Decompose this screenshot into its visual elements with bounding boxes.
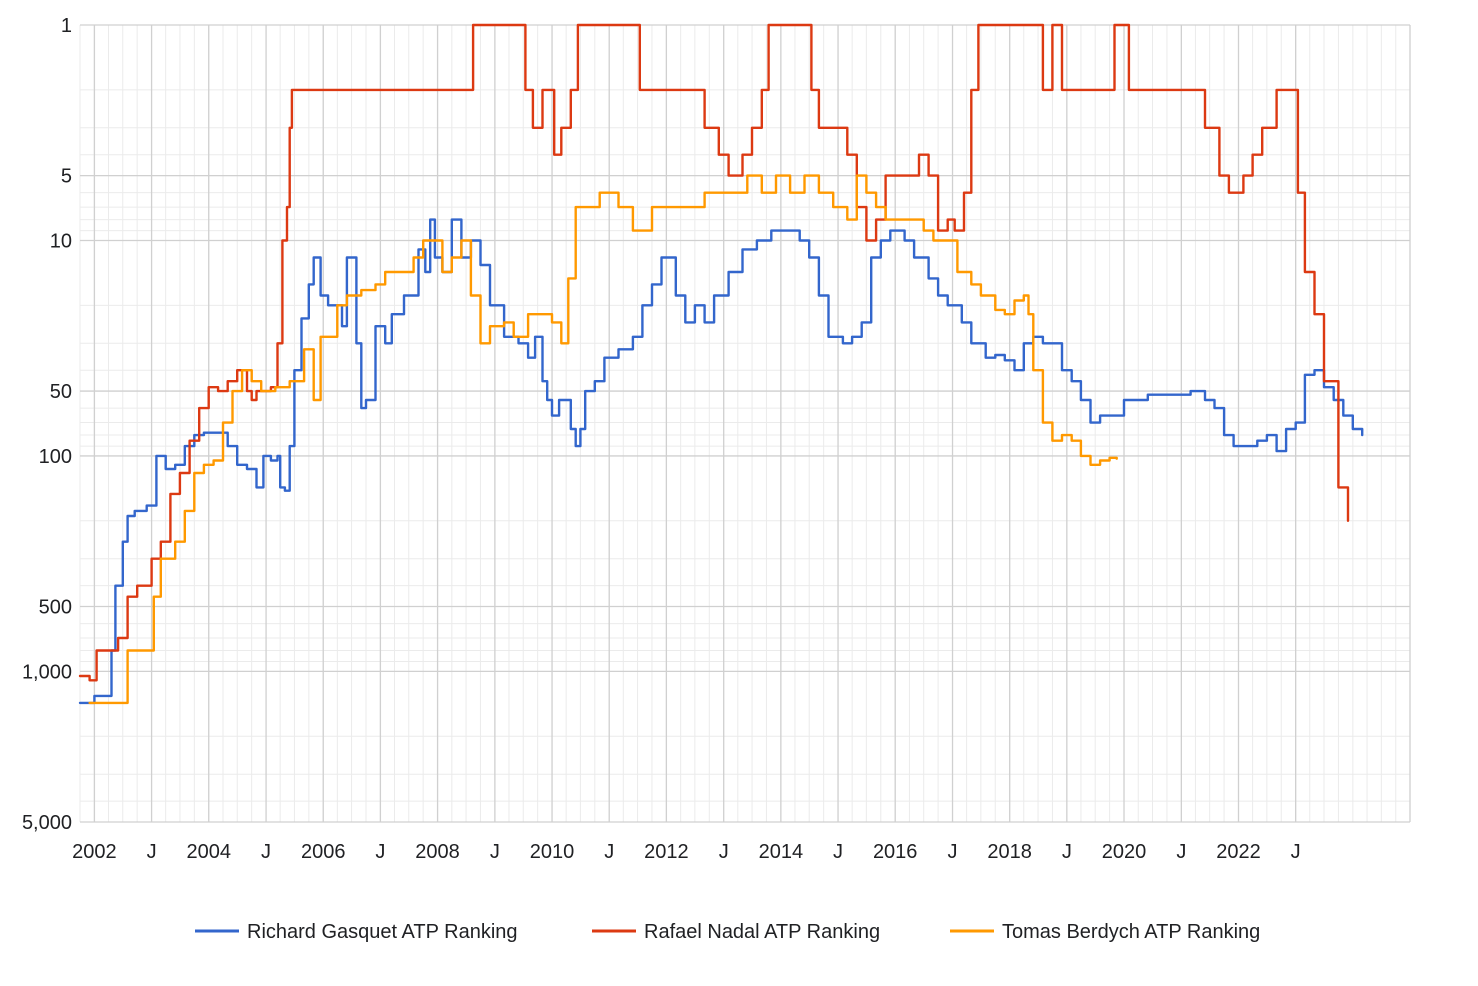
x-tick-label: J <box>948 841 958 863</box>
x-tick-label: J <box>1062 841 1072 863</box>
x-tick-label: J <box>1291 841 1301 863</box>
x-tick-label: 2004 <box>186 841 231 863</box>
x-tick-label: J <box>490 841 500 863</box>
x-tick-label: 2010 <box>530 841 575 863</box>
y-tick-label: 5,000 <box>22 812 72 834</box>
y-tick-label: 500 <box>39 597 72 619</box>
y-tick-label: 10 <box>50 230 72 252</box>
legend-label: Richard Gasquet ATP Ranking <box>247 921 518 943</box>
y-tick-label: 50 <box>50 381 72 403</box>
y-tick-label: 5 <box>61 166 72 188</box>
x-tick-label: 2014 <box>759 841 804 863</box>
x-tick-label: J <box>261 841 271 863</box>
x-tick-label: J <box>833 841 843 863</box>
x-tick-label: J <box>375 841 385 863</box>
x-axis-tick-labels: 2002 J 2004 J 2006 J 2008 J 2010 J 2012 J 2014 J 2016 J… <box>72 841 1301 863</box>
x-tick-label: J <box>604 841 614 863</box>
x-tick-label: 2002 <box>72 841 117 863</box>
x-tick-label: 2012 <box>644 841 689 863</box>
major-gridlines <box>80 24 1411 823</box>
x-tick-label: J <box>147 841 157 863</box>
x-tick-label: 2018 <box>987 841 1032 863</box>
x-tick-label: 2006 <box>301 841 346 863</box>
x-tick-label: 2016 <box>873 841 918 863</box>
y-axis-tick-labels: 1 5 10 50 100 500 1,000 5,000 <box>22 15 72 834</box>
legend-label: Rafael Nadal ATP Ranking <box>644 921 880 943</box>
x-tick-label: 2022 <box>1216 841 1261 863</box>
y-tick-label: 1 <box>61 15 72 37</box>
series-line-0 <box>78 218 1364 705</box>
x-tick-label: 2020 <box>1102 841 1147 863</box>
x-tick-label: J <box>1176 841 1186 863</box>
x-tick-label: J <box>719 841 729 863</box>
series-line-1 <box>78 23 1350 682</box>
y-tick-label: 100 <box>39 446 72 468</box>
legend-label: Tomas Berdych ATP Ranking <box>1002 921 1260 943</box>
y-tick-label: 1,000 <box>22 661 72 683</box>
x-tick-label: 2008 <box>415 841 460 863</box>
series-line-2 <box>88 174 1118 705</box>
minor-gridlines <box>79 25 1410 823</box>
legend: Richard Gasquet ATP Ranking Rafael Nadal … <box>195 921 1260 943</box>
series-layer <box>78 23 1364 705</box>
